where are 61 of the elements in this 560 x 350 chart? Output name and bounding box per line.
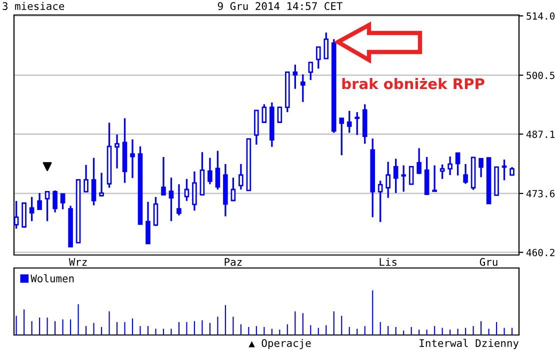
- chart-subtitle: 9 Gru 2014 14:57 CET: [218, 2, 342, 10]
- y-tick-label: 473.6: [526, 190, 555, 198]
- candlestick: [316, 46, 321, 70]
- y-tick-label: 487.1: [526, 130, 555, 138]
- chart-title: 3 miesiace: [2, 2, 64, 10]
- candlestick: [60, 193, 66, 210]
- candlestick: [84, 164, 88, 193]
- candlestick: [401, 164, 406, 193]
- candlestick: [324, 32, 329, 60]
- y-tick-label: 500.5: [526, 72, 554, 80]
- x-tick-label: Paz: [224, 258, 242, 266]
- candlestick: [300, 74, 306, 103]
- candlestick: [153, 196, 158, 227]
- candlestick: [215, 150, 220, 190]
- candlestick: [386, 160, 390, 199]
- candlestick: [37, 192, 42, 210]
- candlestick: [292, 64, 298, 90]
- candlestick: [44, 190, 50, 222]
- candlestick: [455, 152, 460, 176]
- candlestick: [502, 158, 507, 182]
- candlestick: [308, 62, 314, 81]
- candlestick: [346, 110, 352, 134]
- candlestick: [192, 170, 197, 212]
- candlestick: [354, 111, 360, 136]
- candlestick: [238, 163, 244, 190]
- y-tick-label: 460.2: [526, 248, 554, 256]
- annotation: brak obniżek RPP: [342, 78, 484, 90]
- candlestick: [14, 200, 19, 230]
- candlestick: [161, 156, 166, 196]
- candlestick: [99, 172, 104, 198]
- candlestick: [208, 157, 212, 186]
- candlestick: [440, 164, 445, 180]
- candlestick: [416, 147, 422, 175]
- candlestick: [52, 190, 58, 214]
- candlestick: [277, 106, 282, 123]
- candlestick: [168, 176, 174, 222]
- candlestick: [408, 166, 414, 185]
- candlestick: [146, 200, 150, 244]
- candlestick: [22, 202, 26, 229]
- candlestick: [378, 180, 383, 223]
- candlestick: [339, 117, 344, 156]
- x-tick-label: Gru: [480, 258, 498, 266]
- candlestick: [432, 164, 437, 192]
- candlestick: [463, 163, 468, 185]
- candlestick: [91, 157, 96, 206]
- candlestick: [114, 134, 120, 170]
- text: Interwal Dzienny: [420, 338, 519, 350]
- legend-label: Wolumen: [30, 274, 74, 282]
- candlestick: [176, 183, 182, 216]
- text: ▲ Operacje: [248, 338, 311, 350]
- candlestick: [262, 103, 267, 124]
- candlestick: [393, 158, 398, 194]
- candlestick: [130, 138, 135, 179]
- x-tick-label: Wrz: [68, 258, 87, 266]
- candlestick: [448, 156, 452, 176]
- candlestick: [184, 178, 190, 202]
- y-tick-label: 514.0: [526, 12, 555, 20]
- candlestick: [29, 196, 34, 222]
- candlestick: [478, 158, 484, 178]
- x-tick-label: Lis: [380, 258, 396, 266]
- candlestick: [230, 176, 236, 202]
